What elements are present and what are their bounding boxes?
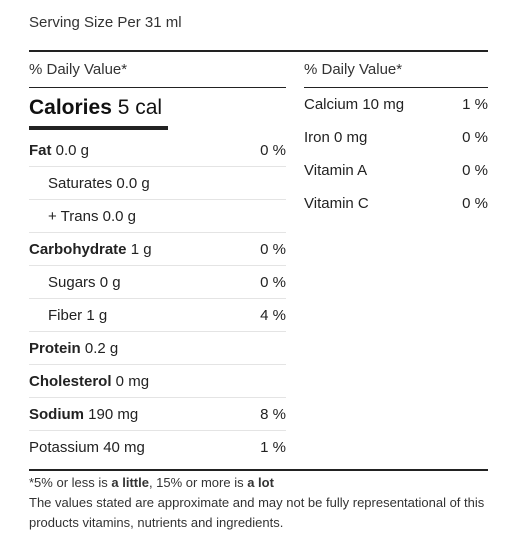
disclaimer: The values stated are approximate and ma… bbox=[29, 495, 485, 530]
mineral-percent: 0 % bbox=[462, 129, 488, 146]
nutrient-percent: 8 % bbox=[260, 405, 286, 423]
nutrient-amount: Potassium 40 mg bbox=[29, 439, 145, 456]
daily-value-note: *5% or less is a little, 15% or more is … bbox=[29, 473, 499, 493]
nutrient-row-potassium: Potassium 40 mg 1 % bbox=[29, 431, 286, 464]
mineral-row-iron: Iron 0 mg 0 % bbox=[304, 121, 488, 154]
calories-underline bbox=[29, 126, 168, 130]
note-emphasis-lot: a lot bbox=[247, 475, 274, 490]
calories-label: Calories bbox=[29, 96, 112, 119]
footnote: *5% or less is a little, 15% or more is … bbox=[29, 473, 499, 533]
daily-value-header: % Daily Value* bbox=[304, 52, 488, 88]
nutrient-row-sugars: Sugars 0 g 0 % bbox=[29, 266, 286, 299]
note-text: *5% or less is bbox=[29, 475, 112, 490]
vitamin-label: Vitamin A bbox=[304, 162, 368, 179]
nutrient-name: Fat bbox=[29, 141, 52, 159]
nutrient-row-saturates: Saturates 0.0 g bbox=[29, 167, 286, 200]
right-column: % Daily Value* Calcium 10 mg 1 % Iron 0 … bbox=[304, 52, 488, 220]
note-emphasis-little: a little bbox=[111, 475, 149, 490]
nutrient-amount: 1 g bbox=[126, 240, 152, 258]
nutrient-amount: 0.2 g bbox=[80, 339, 119, 357]
nutrient-row-carbohydrate: Carbohydrate 1 g 0 % bbox=[29, 233, 286, 266]
calories-value: 5 cal bbox=[117, 96, 163, 119]
nutrient-row-trans: + Trans 0.0 g bbox=[29, 200, 286, 233]
nutrient-amount: Fiber 1 g bbox=[48, 306, 108, 324]
nutrient-percent: 1 % bbox=[260, 439, 286, 456]
nutrient-amount: 190 mg bbox=[84, 405, 139, 423]
nutrient-percent: 0 % bbox=[260, 141, 286, 159]
mineral-label: Iron 0 mg bbox=[304, 129, 368, 146]
nutrient-amount: + Trans 0.0 g bbox=[48, 207, 136, 225]
note-text: , 15% or more is bbox=[148, 475, 248, 490]
nutrient-name: Carbohydrate bbox=[29, 240, 127, 258]
nutrient-name: Protein bbox=[29, 339, 81, 357]
vitamin-percent: 0 % bbox=[462, 195, 488, 212]
nutrient-percent: 0 % bbox=[260, 273, 286, 291]
vitamin-row-a: Vitamin A 0 % bbox=[304, 154, 488, 187]
nutrient-row-fiber: Fiber 1 g 4 % bbox=[29, 299, 286, 332]
nutrient-row-cholesterol: Cholesterol 0 mg bbox=[29, 365, 286, 398]
mineral-label: Calcium 10 mg bbox=[304, 96, 405, 113]
nutrient-row-sodium: Sodium 190 mg 8 % bbox=[29, 398, 286, 431]
left-column: % Daily Value* Calories 5 cal Fat 0.0 g … bbox=[29, 52, 286, 464]
nutrient-amount: 0 mg bbox=[111, 372, 150, 390]
nutrient-amount: Sugars 0 g bbox=[48, 273, 121, 291]
nutrient-row-fat: Fat 0.0 g 0 % bbox=[29, 134, 286, 167]
vitamin-row-c: Vitamin C 0 % bbox=[304, 187, 488, 220]
bottom-divider bbox=[29, 469, 488, 471]
nutrient-name: Cholesterol bbox=[29, 372, 112, 390]
nutrient-percent: 0 % bbox=[260, 240, 286, 258]
serving-size: Serving Size Per 31 ml bbox=[29, 14, 182, 31]
nutrient-amount: Saturates 0.0 g bbox=[48, 174, 150, 192]
calories-line: Calories 5 cal bbox=[29, 88, 286, 126]
vitamin-label: Vitamin C bbox=[304, 195, 369, 212]
mineral-percent: 1 % bbox=[462, 96, 488, 113]
nutrient-name: Sodium bbox=[29, 405, 84, 423]
daily-value-header: % Daily Value* bbox=[29, 52, 286, 88]
nutrient-percent: 4 % bbox=[260, 306, 286, 324]
nutrient-amount: 0.0 g bbox=[51, 141, 90, 159]
vitamin-percent: 0 % bbox=[462, 162, 488, 179]
mineral-row-calcium: Calcium 10 mg 1 % bbox=[304, 88, 488, 121]
top-divider bbox=[29, 50, 488, 52]
nutrient-row-protein: Protein 0.2 g bbox=[29, 332, 286, 365]
